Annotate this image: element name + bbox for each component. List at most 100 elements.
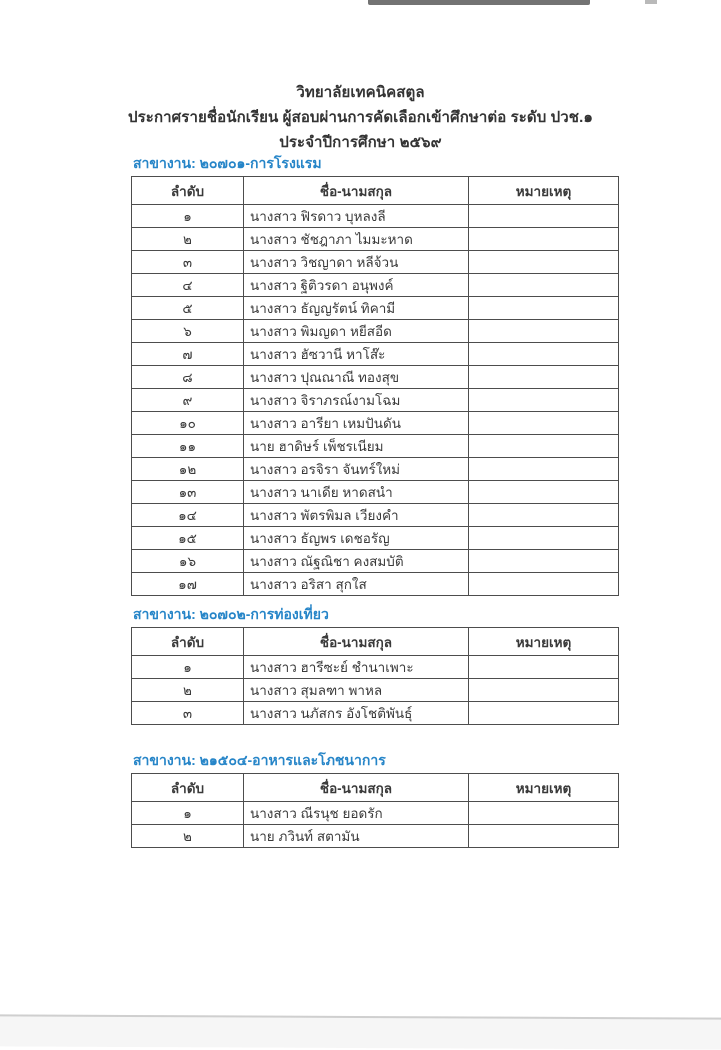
col-header-remark: หมายเหตุ [468, 627, 619, 656]
section-title: สาขางาน: ๒๐๗๐๑-การโรงแรม [133, 155, 322, 171]
col-header-remark: หมายเหตุ [468, 773, 619, 802]
document-header: วิทยาลัยเทคนิคสตูล ประกาศรายชื่อนักเรียน… [0, 80, 721, 155]
row-number: ๕ [131, 296, 244, 320]
remark [468, 678, 619, 702]
col-header-name: ชื่อ-นามสกุล [243, 176, 469, 205]
remark [468, 701, 619, 725]
row-number: ๒ [131, 227, 244, 251]
student-name: นางสาว ธัญญรัตน์ ทิคามี [243, 296, 469, 320]
table-header-row: ลำดับ ชื่อ-นามสกุล หมายเหตุ [131, 627, 619, 656]
student-name: นางสาว นาเดีย หาดสนำ [243, 480, 469, 504]
row-number: ๑๕ [131, 526, 244, 550]
student-name: นางสาว ปุณณาณี ทองสุข [243, 365, 469, 389]
student-row: ๒นางสาว สุมลฑา พาหล [131, 678, 619, 702]
student-name: นางสาว ธัญพร เดชอรัญ [243, 526, 469, 550]
student-name: นางสาว ฐิติวรดา อนุพงค์ [243, 273, 469, 297]
remark [468, 296, 619, 320]
student-row: ๕นางสาว ธัญญรัตน์ ทิคามี [131, 296, 619, 320]
col-header-remark: หมายเหตุ [468, 176, 619, 205]
student-name: นาย ฮาดิษร์ เพ็ชรเนียม [243, 434, 469, 458]
student-name: นางสาว พัตรพิมล เวียงคำ [243, 503, 469, 527]
col-header-name: ชื่อ-นามสกุล [243, 627, 469, 656]
row-number: ๑๑ [131, 434, 244, 458]
student-row: ๔นางสาว ฐิติวรดา อนุพงค์ [131, 273, 619, 297]
col-header-name: ชื่อ-นามสกุล [243, 773, 469, 802]
student-roster-table: ลำดับ ชื่อ-นามสกุล หมายเหตุ๑นางสาว ฟิรดาว … [131, 176, 619, 596]
remark [468, 480, 619, 504]
scan-artifact-top-bar [368, 0, 590, 5]
remark [468, 434, 619, 458]
row-number: ๑๒ [131, 457, 244, 481]
row-number: ๙ [131, 388, 244, 412]
remark [468, 273, 619, 297]
section-title: สาขางาน: ๒๑๕๐๔-อาหารและโภชนาการ [133, 752, 386, 768]
row-number: ๗ [131, 342, 244, 366]
program-section: สาขางาน: ๒๐๗๐๑-การโรงแรมลำดับ ชื่อ-นามสกุ… [131, 153, 620, 596]
col-header-no: ลำดับ [131, 627, 244, 656]
scan-page-bottom-edge [0, 1014, 721, 1050]
remark [468, 824, 619, 848]
student-row: ๑๕ นางสาว ธัญพร เดชอรัญ [131, 526, 619, 550]
student-name: นางสาว ชัชฎาภา ไมมะหาด [243, 227, 469, 251]
row-number: ๑๗ [131, 572, 244, 596]
remark [468, 365, 619, 389]
row-number: ๑ [131, 655, 244, 679]
row-number: ๒ [131, 824, 244, 848]
student-row: ๒นางสาว ชัชฎาภา ไมมะหาด [131, 227, 619, 251]
student-row: ๑๖ นางสาว ณัฐณิชา คงสมบัติ [131, 549, 619, 573]
student-row: ๗นางสาว ฮัซวานี หาโส๊ะ [131, 342, 619, 366]
remark [468, 227, 619, 251]
student-row: ๑๑ นาย ฮาดิษร์ เพ็ชรเนียม [131, 434, 619, 458]
student-row: ๒นาย ภวินท์ สตามัน [131, 824, 619, 848]
row-number: ๓ [131, 701, 244, 725]
remark [468, 388, 619, 412]
student-name: นางสาว ณีรนุช ยอดรัก [243, 801, 469, 825]
student-row: ๑๒ นางสาว อรจิรา จันทร์ใหม่ [131, 457, 619, 481]
student-row: ๑นางสาว ฟิรดาว บุหลงลี [131, 204, 619, 228]
student-roster-table: ลำดับ ชื่อ-นามสกุล หมายเหตุ๑นางสาว ณีรนุช … [131, 773, 619, 848]
row-number: ๑ [131, 801, 244, 825]
remark [468, 655, 619, 679]
student-row: ๑นางสาว ณีรนุช ยอดรัก [131, 801, 619, 825]
table-header-row: ลำดับ ชื่อ-นามสกุล หมายเหตุ [131, 773, 619, 802]
remark [468, 250, 619, 274]
student-name: นางสาว ฟิรดาว บุหลงลี [243, 204, 469, 228]
student-name: นางสาว พิมญดา หยีสอีด [243, 319, 469, 343]
student-row: ๑๔ นางสาว พัตรพิมล เวียงคำ [131, 503, 619, 527]
row-number: ๖ [131, 319, 244, 343]
program-section: สาขางาน: ๒๑๕๐๔-อาหารและโภชนาการลำดับ ชื่อ… [131, 750, 620, 848]
col-header-no: ลำดับ [131, 176, 244, 205]
remark [468, 342, 619, 366]
row-number: ๑๔ [131, 503, 244, 527]
academic-year: ประจำปีการศึกษา ๒๕๖๙ [279, 134, 442, 151]
student-name: นางสาว อริสา สุกใส [243, 572, 469, 596]
student-row: ๑๓ นางสาว นาเดีย หาดสนำ [131, 480, 619, 504]
student-row: ๑๐ นางสาว อารียา เหมปันดัน [131, 411, 619, 435]
scan-artifact-top-mark [645, 0, 657, 4]
remark [468, 801, 619, 825]
announcement-title: ประกาศรายชื่อนักเรียน ผู้สอบผ่านการคัดเล… [128, 109, 593, 126]
section-title: สาขางาน: ๒๐๗๐๒-การท่องเที่ยว [133, 606, 329, 622]
row-number: ๘ [131, 365, 244, 389]
table-header-row: ลำดับ ชื่อ-นามสกุล หมายเหตุ [131, 176, 619, 205]
student-name: นางสาว อรจิรา จันทร์ใหม่ [243, 457, 469, 481]
student-row: ๓นางสาว นภัสกร อังโชติพันธุ์ [131, 701, 619, 725]
remark [468, 572, 619, 596]
row-number: ๑๖ [131, 549, 244, 573]
college-name: วิทยาลัยเทคนิคสตูล [296, 84, 425, 101]
row-number: ๑๓ [131, 480, 244, 504]
remark [468, 319, 619, 343]
student-row: ๘นางสาว ปุณณาณี ทองสุข [131, 365, 619, 389]
remark [468, 549, 619, 573]
student-row: ๑๗ นางสาว อริสา สุกใส [131, 572, 619, 596]
student-row: ๑นางสาว ฮารีซะย์ ชำนาเพาะ [131, 655, 619, 679]
student-row: ๖นางสาว พิมญดา หยีสอีด [131, 319, 619, 343]
row-number: ๑ [131, 204, 244, 228]
student-name: นางสาว สุมลฑา พาหล [243, 678, 469, 702]
row-number: ๑๐ [131, 411, 244, 435]
student-name: นางสาว นภัสกร อังโชติพันธุ์ [243, 701, 469, 725]
row-number: ๔ [131, 273, 244, 297]
student-name: นางสาว จิราภรณ์งามโฉม [243, 388, 469, 412]
student-name: นางสาว วิชญาดา หลีจ้วน [243, 250, 469, 274]
student-row: ๙นางสาว จิราภรณ์งามโฉม [131, 388, 619, 412]
